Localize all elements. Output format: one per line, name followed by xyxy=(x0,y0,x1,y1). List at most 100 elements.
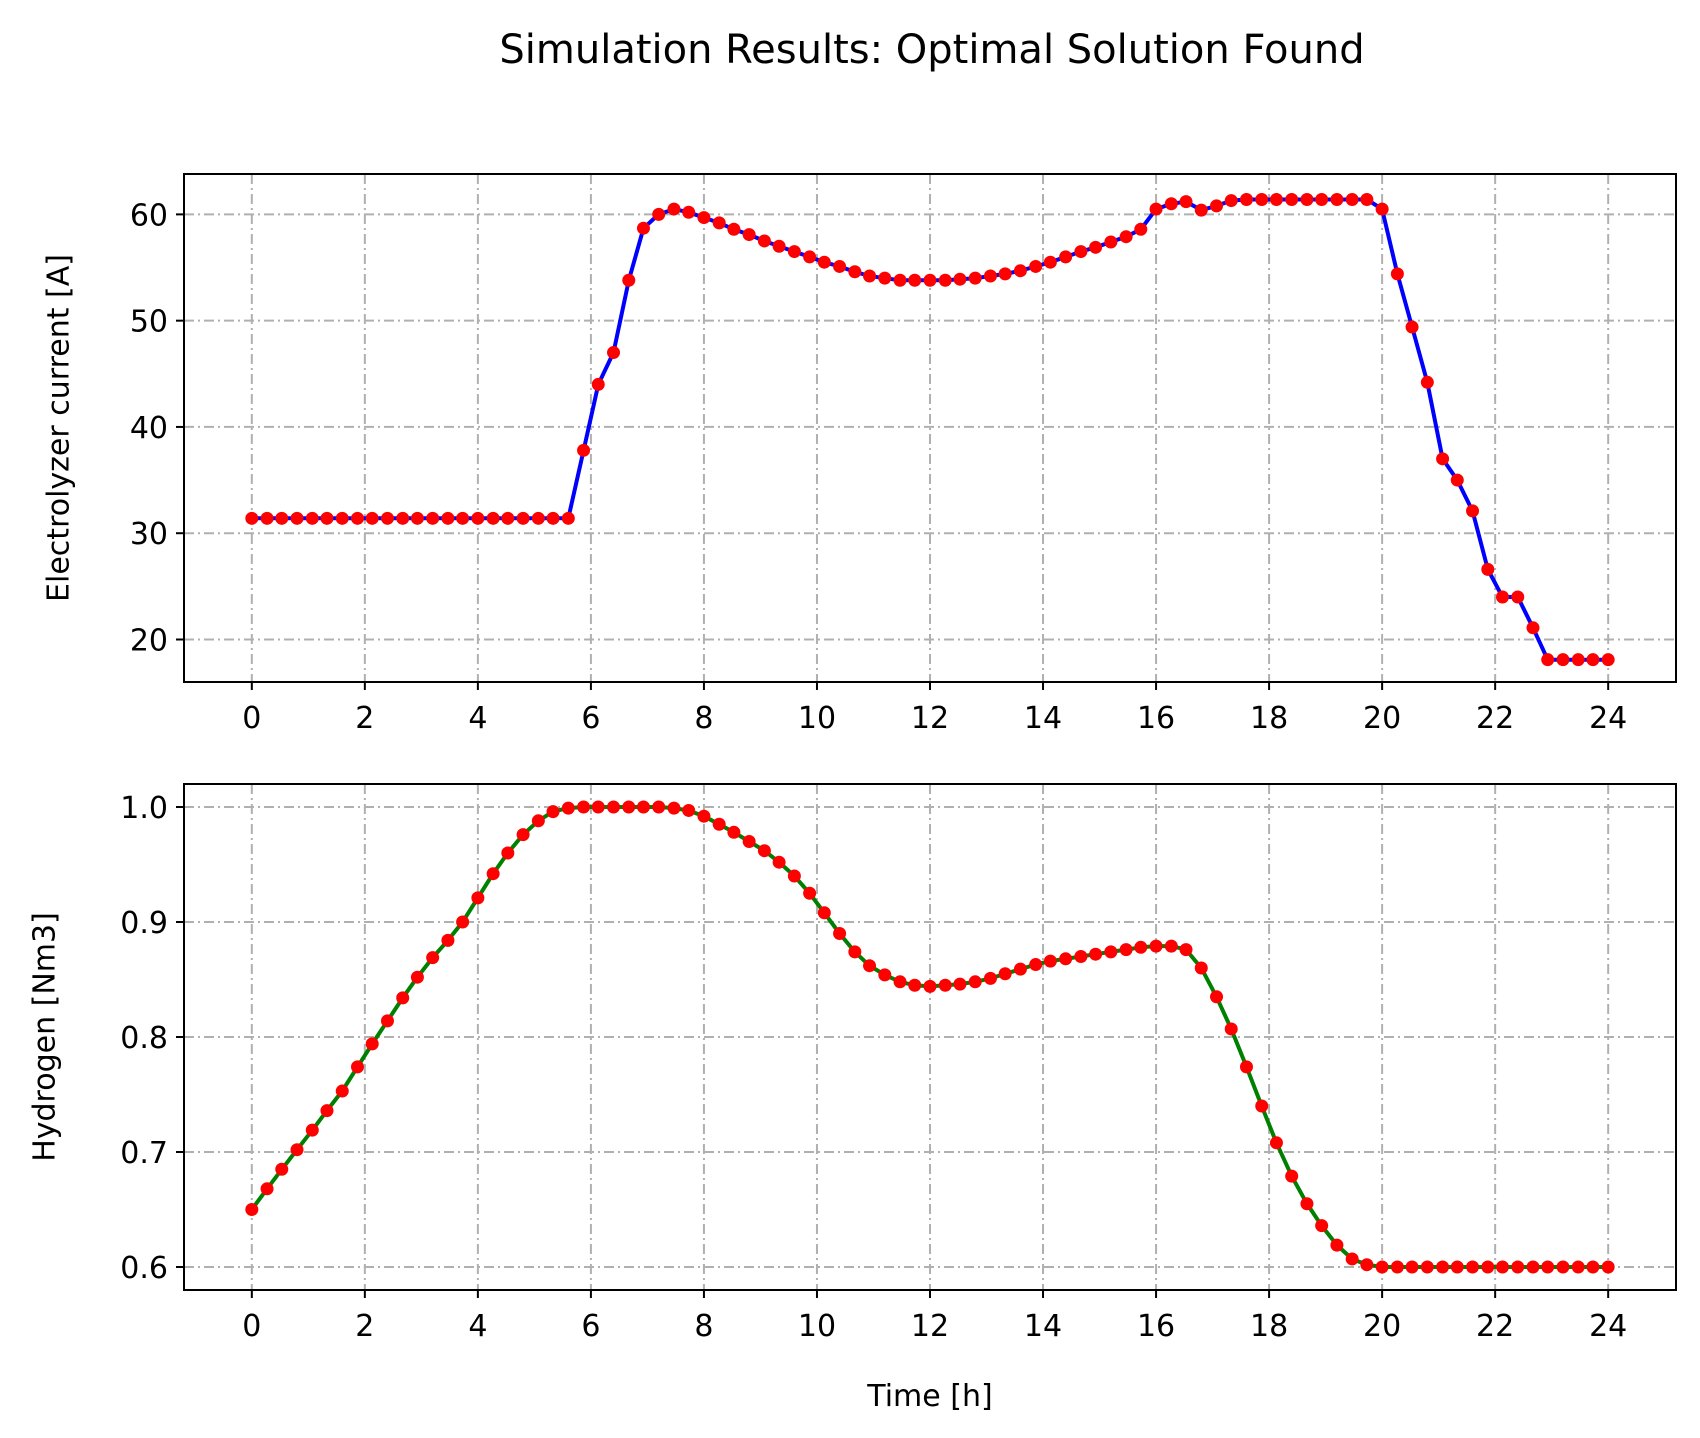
current-data-point xyxy=(1601,653,1615,667)
current-data-point xyxy=(1134,222,1148,236)
hydrogen-data-point xyxy=(1043,954,1057,968)
hydrogen-data-point xyxy=(305,1123,319,1137)
current-data-point xyxy=(968,271,982,285)
current-x-tick-label: 22 xyxy=(1476,701,1514,736)
hydrogen-y-tick-label: 0.6 xyxy=(120,1251,168,1286)
current-data-point xyxy=(712,216,726,230)
hydrogen-data-point xyxy=(968,975,982,989)
current-data-point xyxy=(1511,590,1525,604)
current-data-point xyxy=(1300,193,1314,207)
hydrogen-data-point xyxy=(501,846,515,860)
current-y-axis-label: Electrolyzer current [A] xyxy=(42,254,77,602)
current-data-point xyxy=(1224,194,1238,208)
hydrogen-data-point xyxy=(772,855,786,869)
hydrogen-data-point xyxy=(1104,945,1118,959)
hydrogen-data-point xyxy=(1360,1258,1374,1272)
current-axes-frame xyxy=(183,173,1677,683)
current-data-point xyxy=(607,346,621,360)
current-data-point xyxy=(426,511,440,525)
hydrogen-data-point xyxy=(1586,1260,1600,1274)
hydrogen-data-point xyxy=(1436,1260,1450,1274)
hydrogen-x-tick-label: 18 xyxy=(1250,1309,1288,1344)
hydrogen-data-point xyxy=(1224,1022,1238,1036)
current-data-point xyxy=(682,205,696,219)
current-data-point xyxy=(1375,202,1389,216)
current-x-tick-label: 2 xyxy=(355,701,374,736)
current-x-tick-label: 12 xyxy=(911,701,949,736)
hydrogen-x-ticks: 0 2 4 6 8 10 12 14 16 18 20 22 24 xyxy=(242,1290,1627,1344)
hydrogen-data-point xyxy=(1074,950,1088,963)
hydrogen-axes-frame xyxy=(183,783,1677,1291)
current-x-tick-label: 0 xyxy=(242,701,261,736)
hydrogen-data-point xyxy=(380,1014,394,1028)
hydrogen-data-point xyxy=(1390,1260,1404,1274)
hydrogen-x-tick-label: 14 xyxy=(1024,1309,1062,1344)
hydrogen-data-point xyxy=(712,817,726,831)
current-data-point xyxy=(833,259,847,273)
current-data-point xyxy=(923,273,937,287)
hydrogen-grid xyxy=(184,784,1676,1290)
current-data-point xyxy=(290,511,304,525)
hydrogen-data-point xyxy=(260,1182,274,1196)
hydrogen-x-tick-label: 20 xyxy=(1363,1309,1401,1344)
hydrogen-data-point xyxy=(1315,1219,1329,1233)
hydrogen-data-point xyxy=(1164,939,1178,953)
current-data-point xyxy=(636,221,650,235)
current-data-point xyxy=(410,511,424,525)
current-data-point xyxy=(1466,504,1480,518)
current-data-point xyxy=(501,511,515,525)
current-data-point xyxy=(245,511,259,525)
hydrogen-data-point xyxy=(1285,1169,1299,1183)
current-data-point xyxy=(1481,562,1495,576)
current-x-tick-label: 16 xyxy=(1137,701,1175,736)
current-data-point xyxy=(787,245,801,259)
current-y-tick-label: 30 xyxy=(130,517,168,552)
hydrogen-series-markers xyxy=(245,800,1615,1274)
current-data-point xyxy=(1360,193,1374,207)
current-x-tick-label: 20 xyxy=(1363,701,1401,736)
figure-title: Simulation Results: Optimal Solution Fou… xyxy=(499,27,1364,73)
current-data-point xyxy=(531,511,545,525)
current-data-point xyxy=(471,511,485,525)
current-data-point xyxy=(863,269,877,283)
hydrogen-data-point xyxy=(727,825,741,839)
hydrogen-data-point xyxy=(923,979,937,993)
hydrogen-data-point xyxy=(1059,952,1073,966)
hydrogen-y-tick-label: 0.8 xyxy=(120,1021,168,1056)
hydrogen-data-point xyxy=(335,1084,349,1098)
current-data-point xyxy=(652,207,666,221)
hydrogen-data-point xyxy=(1405,1260,1419,1274)
current-data-point xyxy=(1330,193,1344,207)
current-data-point xyxy=(742,228,756,242)
hydrogen-data-point xyxy=(1466,1260,1480,1274)
current-x-tick-label: 4 xyxy=(468,701,487,736)
hydrogen-data-point xyxy=(290,1143,304,1157)
hydrogen-data-point xyxy=(1029,958,1043,972)
current-data-point xyxy=(351,511,365,525)
current-data-point xyxy=(772,239,786,253)
hydrogen-data-point xyxy=(456,915,470,929)
hydrogen-data-point xyxy=(441,933,455,947)
current-data-point xyxy=(365,511,379,525)
hydrogen-data-point xyxy=(1526,1260,1540,1274)
current-data-point xyxy=(1390,267,1404,281)
current-data-point xyxy=(486,511,500,525)
hydrogen-data-point xyxy=(365,1037,379,1051)
current-data-point xyxy=(1179,195,1193,209)
current-data-point xyxy=(260,511,274,525)
hydrogen-x-tick-label: 4 xyxy=(468,1309,487,1344)
hydrogen-data-point xyxy=(622,800,636,814)
hydrogen-data-point xyxy=(426,951,440,965)
hydrogen-data-point xyxy=(486,867,500,881)
current-y-tick-label: 50 xyxy=(130,305,168,340)
current-data-point xyxy=(727,222,741,236)
current-data-point xyxy=(1043,255,1057,269)
current-data-point xyxy=(622,273,636,287)
current-data-point xyxy=(1315,193,1329,207)
current-x-tick-label: 6 xyxy=(581,701,600,736)
current-data-point xyxy=(1420,375,1434,389)
hydrogen-data-point xyxy=(1495,1260,1509,1274)
current-data-point xyxy=(1013,264,1027,278)
current-grid xyxy=(184,174,1676,682)
current-data-point xyxy=(1194,203,1208,217)
